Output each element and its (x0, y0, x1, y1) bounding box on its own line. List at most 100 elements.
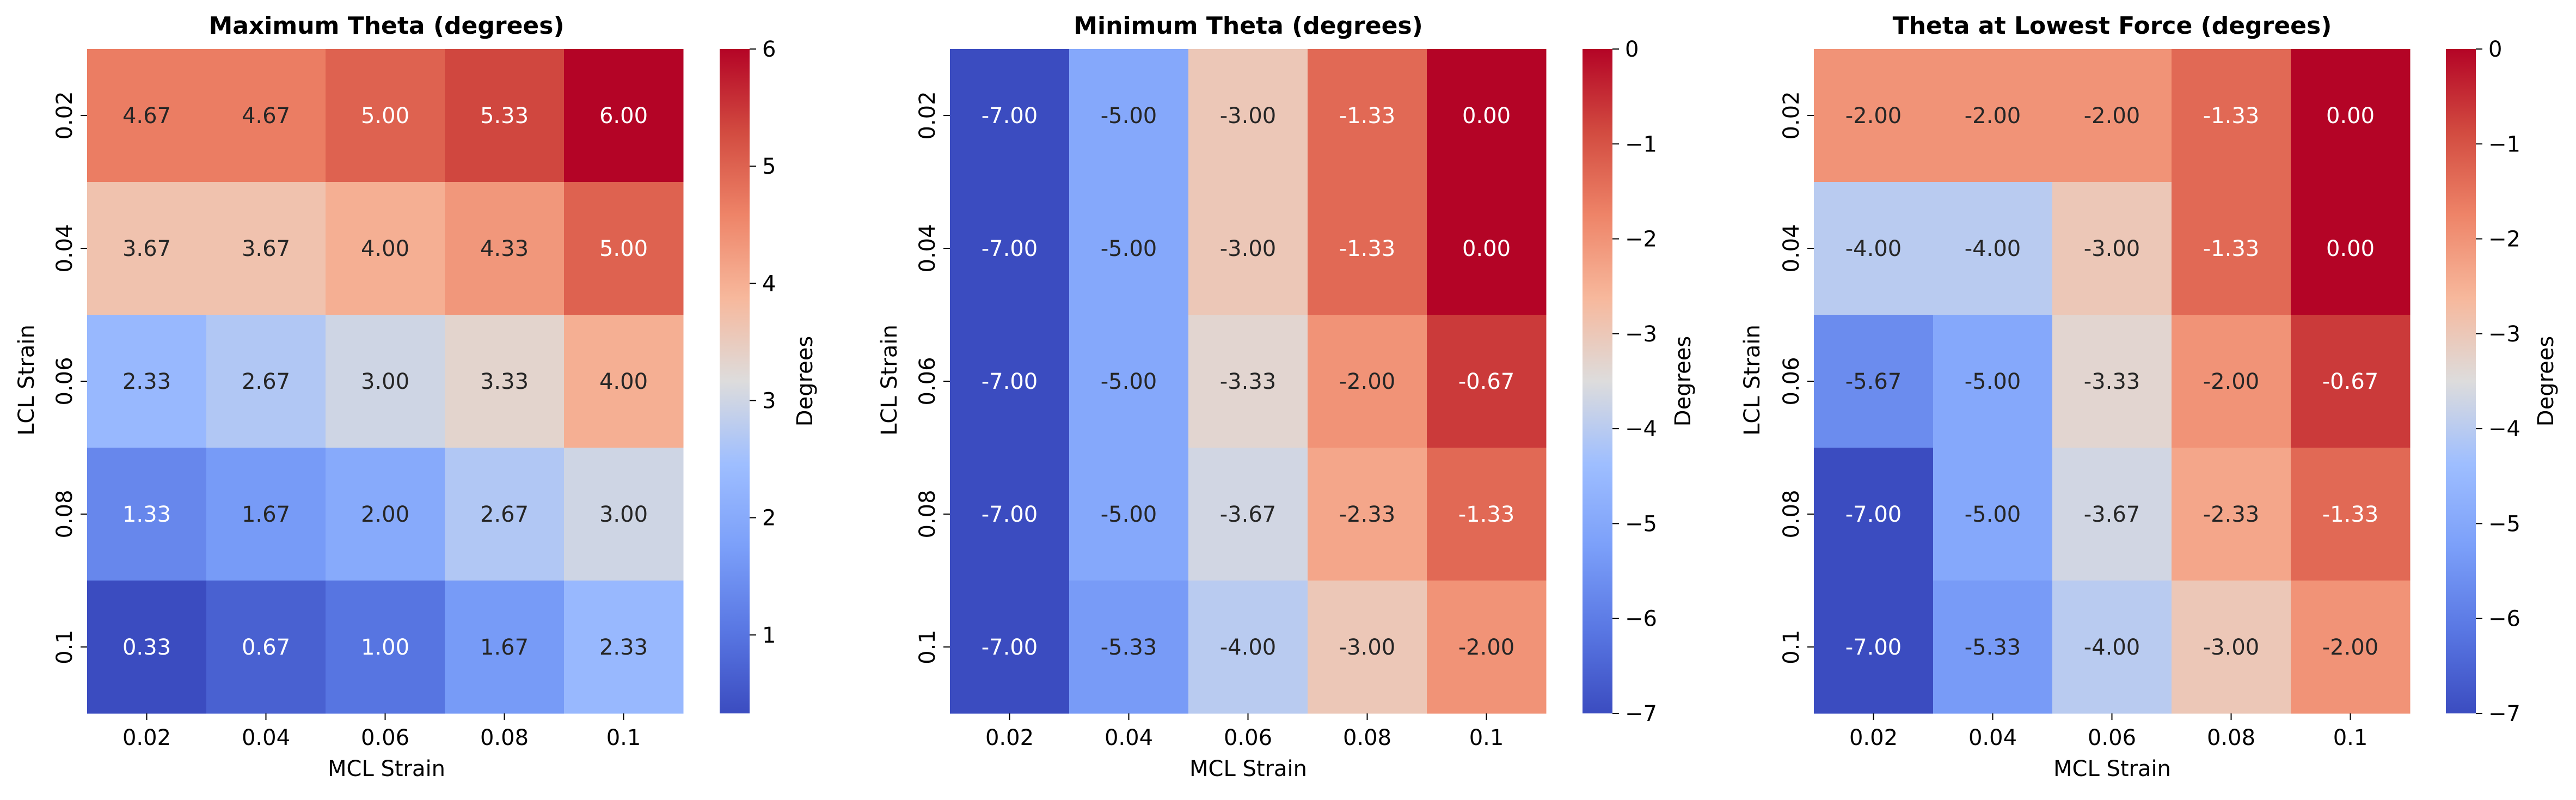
heatmap-cell (2052, 448, 2172, 581)
heatmap-cell (87, 581, 207, 714)
y-axis-label: LCL Strain (14, 325, 39, 436)
heatmap-cell (2291, 49, 2411, 182)
y-tick-label: 0.04 (52, 224, 77, 272)
cell-value-label: -3.00 (2084, 236, 2140, 261)
x-tick-label: 0.04 (242, 725, 290, 750)
heatmap-cell (1427, 581, 1547, 714)
heatmap-cell (2172, 49, 2291, 182)
cell-value-label: 0.33 (122, 635, 171, 660)
colorbar: 0 −1 −2 −3 −4 −5 −6 −7 Degrees (2446, 37, 2559, 726)
cell-value-label: 4.67 (242, 103, 290, 129)
heatmap-cell (950, 448, 1070, 581)
heatmap-cell (1069, 315, 1189, 448)
heatmap-cell (2172, 448, 2291, 581)
cell-value-label: -1.33 (1458, 502, 1515, 527)
cell-value-label: -1.33 (2203, 103, 2260, 129)
heatmap-cell (1308, 182, 1427, 315)
heatmap-cell (1427, 315, 1547, 448)
cell-value-label: -4.00 (1965, 236, 2021, 261)
heatmap-cell (2291, 315, 2411, 448)
heatmap-cell (87, 182, 207, 315)
cell-value-label: -2.00 (2322, 635, 2379, 660)
cell-value-label: -5.00 (1101, 236, 1157, 261)
heatmap-cell (87, 49, 207, 182)
heatmap-cell (1188, 315, 1308, 448)
cell-value-label: -3.67 (1220, 502, 1277, 527)
heatmap-cell (1933, 581, 2053, 714)
x-tick-labels: 0.02 0.04 0.06 0.08 0.1 (985, 713, 1504, 750)
cell-value-label: 4.67 (122, 103, 171, 129)
colorbar-tick-label: −2 (2488, 227, 2520, 252)
cell-value-label: -7.00 (982, 369, 1038, 394)
colorbar-label: Degrees (1671, 336, 1696, 426)
y-tick-label: 0.04 (915, 224, 940, 272)
heatmap-cell (1427, 448, 1547, 581)
cell-value-label: -2.33 (1339, 502, 1396, 527)
colorbar-tick-label: −5 (1625, 511, 1657, 536)
cell-value-label: -0.67 (2322, 369, 2379, 394)
cell-value-label: -4.00 (2084, 635, 2140, 660)
heatmap-cell (1188, 182, 1308, 315)
x-tick-labels: 0.02 0.04 0.06 0.08 0.1 (1849, 713, 2368, 750)
x-tick-label: 0.08 (2207, 725, 2255, 750)
cell-value-label: 0.00 (1462, 236, 1511, 261)
y-tick-label: 0.08 (915, 490, 940, 538)
colorbar-tick-label: 4 (762, 271, 776, 296)
colorbar-gradient (2446, 49, 2476, 713)
chart-title: Maximum Theta (degrees) (208, 12, 564, 40)
colorbar-tick-label: −3 (1625, 322, 1657, 347)
y-tick-labels: 0.02 0.04 0.06 0.08 0.1 (52, 91, 87, 664)
cell-value-label: -4.00 (1220, 635, 1277, 660)
heatmap-cell (326, 49, 445, 182)
colorbar-gradient (1583, 49, 1612, 713)
cell-value-label: -1.33 (2322, 502, 2379, 527)
x-tick-label: 0.06 (1224, 725, 1272, 750)
heatmap-cell (1814, 581, 1934, 714)
heatmap-cell (2172, 581, 2291, 714)
cell-value-label: 2.67 (242, 369, 290, 394)
cell-value-label: 1.67 (242, 502, 290, 527)
y-tick-label: 0.1 (1779, 630, 1804, 664)
cell-value-label: 2.67 (480, 502, 529, 527)
cell-value-label: -5.33 (1965, 635, 2021, 660)
cell-value-label: 0.00 (1462, 103, 1511, 129)
heatmap-cell (445, 581, 565, 714)
x-tick-label: 0.1 (2333, 725, 2368, 750)
y-tick-label: 0.04 (1779, 224, 1804, 272)
y-tick-label: 0.06 (52, 357, 77, 405)
heatmap-cell (2052, 182, 2172, 315)
cell-value-label: 3.67 (122, 236, 171, 261)
cell-value-label: -3.00 (1220, 236, 1277, 261)
heatmap-cell (1308, 581, 1427, 714)
colorbar-tick-label: −7 (2488, 701, 2520, 726)
x-tick-label: 0.02 (122, 725, 171, 750)
colorbar-tick-label: 1 (762, 623, 776, 648)
heatmap-cell (1308, 49, 1427, 182)
heatmap-cell (1069, 581, 1189, 714)
cell-value-label: -2.00 (1845, 103, 1902, 129)
heatmap-cell (1069, 49, 1189, 182)
y-tick-labels: 0.02 0.04 0.06 0.08 0.1 (1779, 91, 1814, 664)
heatmap-cell (2052, 49, 2172, 182)
cell-value-label: 1.67 (480, 635, 529, 660)
colorbar-ticks: 1 2 3 4 5 6 (750, 37, 776, 648)
heatmap-cell (326, 581, 445, 714)
cell-value-label: -4.00 (1845, 236, 1902, 261)
cell-value-label: -7.00 (1845, 502, 1902, 527)
y-tick-label: 0.1 (915, 630, 940, 664)
cell-value-label: -7.00 (982, 502, 1038, 527)
x-tick-label: 0.1 (1469, 725, 1504, 750)
heatmap-cell (1933, 315, 2053, 448)
cell-value-label: -5.33 (1101, 635, 1157, 660)
cell-value-label: 3.00 (361, 369, 409, 394)
heatmap-panel-theta-lowest-force: Theta at Lowest Force (degrees) -2.00 -2.… (1740, 12, 2559, 781)
x-axis-label: MCL Strain (2053, 756, 2171, 781)
chart-title: Minimum Theta (degrees) (1074, 12, 1422, 40)
heatmap-cell (1427, 49, 1547, 182)
cell-value-label: 0.00 (2326, 103, 2375, 129)
y-tick-label: 0.06 (1779, 357, 1804, 405)
heatmap-cell (1308, 448, 1427, 581)
heatmap-cell (1814, 315, 1934, 448)
heatmap-cell (206, 448, 326, 581)
